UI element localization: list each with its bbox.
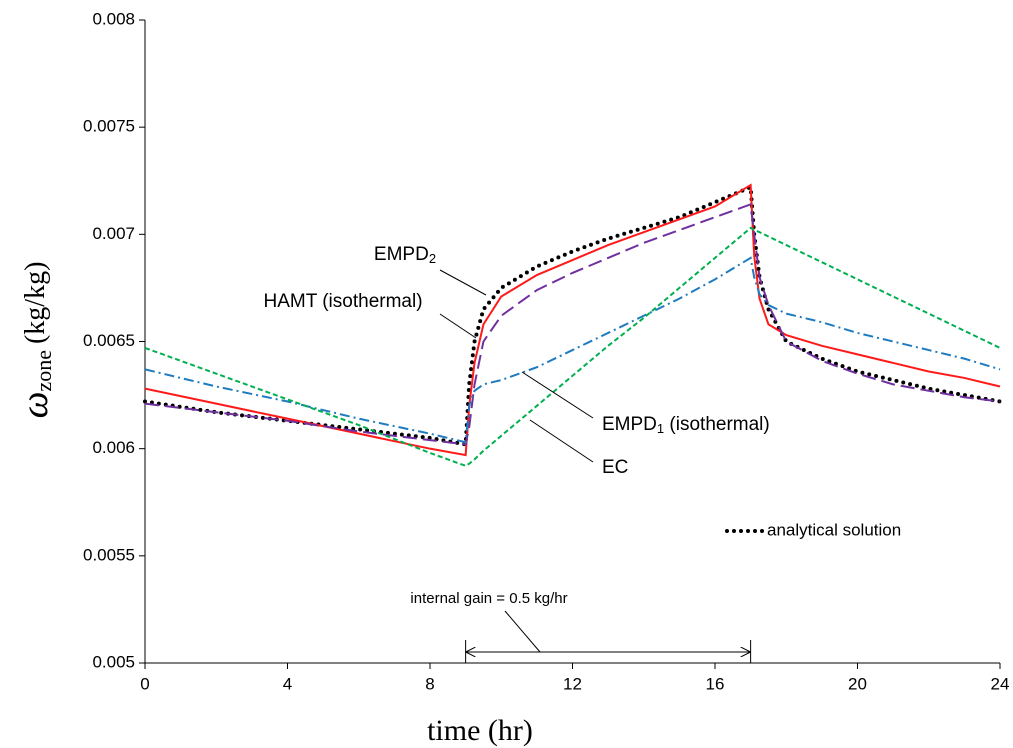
y-tick-label: 0.007 [92, 224, 135, 243]
leader-line [504, 610, 541, 653]
series-label: EMPD2 [374, 244, 436, 266]
y-axis-label: ωzone (kg/kg) [14, 262, 56, 419]
x-tick-label: 12 [563, 674, 582, 693]
y-tick-label: 0.0075 [83, 117, 135, 136]
series-line [144, 183, 1001, 457]
x-tick-label: 16 [706, 674, 725, 693]
series-line [144, 202, 1001, 446]
y-tick-label: 0.005 [92, 652, 135, 671]
y-label-unit: (kg/kg) [20, 262, 51, 344]
series-line [144, 256, 1001, 444]
leader-line [439, 269, 487, 296]
leader-line [529, 419, 594, 463]
y-label-subscript: zone [31, 350, 56, 392]
y-tick-label: 0.0055 [83, 545, 135, 564]
x-tick-label: 24 [991, 674, 1010, 693]
series-label-name: EC [602, 457, 628, 478]
series-label: EC [602, 457, 628, 478]
y-tick-label: 0.006 [92, 438, 135, 457]
series-label-name: EMPD [602, 414, 657, 435]
leader-line [439, 313, 477, 339]
x-tick-label: 8 [425, 674, 434, 693]
legend-label: analytical solution [767, 520, 901, 539]
x-axis-label: time (hr) [427, 714, 533, 747]
series-label-suffix: (isothermal) [664, 414, 770, 435]
series-label: HAMT (isothermal) [263, 291, 422, 312]
series-label-name: HAMT (isothermal) [263, 291, 422, 312]
series-line [143, 184, 1002, 447]
series-label: EMPD1 (isothermal) [602, 414, 770, 436]
y-tick-label: 0.008 [92, 9, 135, 28]
x-tick-label: 0 [140, 674, 149, 693]
y-label-symbol: ω [14, 392, 56, 419]
series-label-subscript: 1 [657, 421, 664, 436]
leader-line [521, 371, 594, 419]
annotation-text: internal gain = 0.5 kg/hr [410, 590, 567, 607]
x-tick-label: 20 [848, 674, 867, 693]
y-tick-label: 0.0065 [83, 331, 135, 350]
x-tick-label: 4 [283, 674, 292, 693]
series-line [144, 226, 1001, 467]
series-label-name: EMPD [374, 244, 429, 265]
series-label-subscript: 2 [429, 251, 436, 266]
